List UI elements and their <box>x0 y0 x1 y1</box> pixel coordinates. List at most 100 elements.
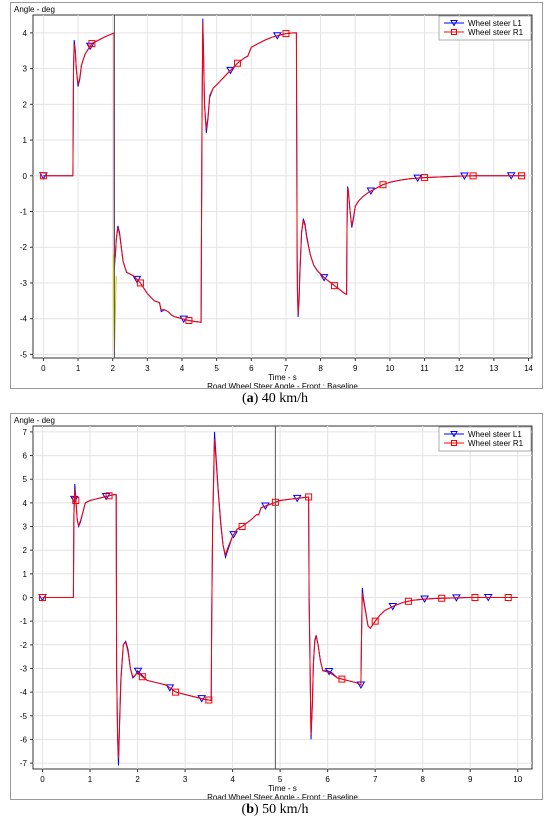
caption-b-letter: b <box>246 802 254 817</box>
x-tick-label: 3 <box>183 775 188 784</box>
y-tick-label: 4 <box>23 499 28 508</box>
series-marker <box>72 497 80 505</box>
caption-b: (b) 50 km/h <box>241 802 309 817</box>
legend-marker <box>450 431 458 438</box>
series-marker <box>421 174 429 182</box>
x-axis-label: Time - s <box>268 784 297 793</box>
legend-entry: Wheel steer L1 <box>468 430 522 439</box>
y-tick-label: -7 <box>20 759 28 768</box>
series-marker <box>165 684 175 692</box>
series-marker <box>238 523 246 531</box>
y-tick-label: -3 <box>20 279 28 288</box>
x-tick-label: 8 <box>420 775 425 784</box>
legend-box <box>438 426 532 452</box>
series-marker <box>205 696 213 704</box>
plot-area <box>32 14 533 359</box>
series-marker <box>366 187 376 195</box>
series-marker <box>172 688 180 696</box>
y-tick-label: -2 <box>20 641 28 650</box>
series-marker <box>388 602 398 611</box>
legend-marker <box>451 440 457 446</box>
y-tick-label: 1 <box>23 136 28 145</box>
series-marker <box>185 316 193 324</box>
legend-marker <box>451 29 457 35</box>
y-tick-label: -5 <box>20 712 28 721</box>
x-tick-label: 0 <box>40 775 45 784</box>
series-marker <box>471 594 479 601</box>
x-tick-label: 10 <box>513 775 522 784</box>
x-tick-label: 6 <box>249 364 254 373</box>
x-axis-label: Time - s <box>268 373 297 382</box>
legend-entry: Wheel steer R1 <box>468 439 524 448</box>
series-marker <box>319 274 329 282</box>
x-tick-label: 7 <box>373 775 378 784</box>
legend-entry: Wheel steer R1 <box>468 28 524 37</box>
caption-b-text: 50 km/h <box>258 802 309 817</box>
series-marker <box>404 597 412 605</box>
x-tick-label: 2 <box>110 364 115 373</box>
series-marker <box>233 59 241 67</box>
series-marker <box>105 492 113 500</box>
x-tick-label: 0 <box>41 364 46 373</box>
series-marker <box>305 493 313 501</box>
series-marker <box>133 667 143 676</box>
y-tick-label: -4 <box>20 315 28 324</box>
y-tick-label: 4 <box>23 29 28 38</box>
series-marker <box>371 617 379 625</box>
y-tick-label: 3 <box>23 65 28 74</box>
y-tick-label: 0 <box>23 172 28 181</box>
y-tick-label: -2 <box>20 243 28 252</box>
legend-entry: Wheel steer L1 <box>468 19 522 28</box>
y-axis-label: Angle - deg <box>14 5 55 14</box>
y-tick-label: 3 <box>23 523 28 532</box>
series-marker <box>39 172 47 180</box>
series-marker <box>330 282 338 290</box>
y-tick-label: 5 <box>23 475 28 484</box>
caption-a-letter: a <box>246 391 254 406</box>
caption-a: (a) 40 km/h <box>241 391 309 406</box>
series-marker <box>226 66 235 75</box>
x-tick-label: 7 <box>284 364 289 373</box>
y-tick-label: -5 <box>20 350 28 359</box>
chart-panel-b: 0 1 2 3 4 5 6 7 8 9 10 -7 -6 -5 -4 -3 -2 -1 0 1 2 3 4 5 6 7 Angle … <box>10 413 543 800</box>
x-tick-label: 4 <box>230 775 235 784</box>
y-tick-label: 2 <box>23 100 28 109</box>
y-tick-label: -1 <box>20 617 28 626</box>
series-marker <box>379 181 387 189</box>
x-tick-label: 11 <box>420 364 429 373</box>
series-marker <box>136 279 144 287</box>
y-tick-label: 1 <box>23 570 28 579</box>
series-marker <box>518 172 526 180</box>
series-marker <box>39 594 47 601</box>
x-tick-label: 9 <box>353 364 358 373</box>
y-tick-label: 6 <box>23 452 28 461</box>
x-tick-label: 1 <box>88 775 93 784</box>
x-tick-label: 4 <box>180 364 185 373</box>
y-tick-label: -6 <box>20 735 28 744</box>
y-tick-label: 2 <box>23 546 28 555</box>
series-marker <box>438 594 446 602</box>
legend-marker <box>450 20 458 27</box>
x-tick-label: 1 <box>76 364 81 373</box>
x-tick-label: 12 <box>455 364 464 373</box>
x-tick-label: 8 <box>318 364 323 373</box>
series-marker <box>229 531 238 539</box>
x-tick-label: 10 <box>385 364 394 373</box>
chart-panel-a: 0 1 2 3 4 5 6 7 8 9 10 11 12 13 14 -5 -4 -3 -2 -1 0 1 2 3 4 Angle… <box>10 2 543 389</box>
x-tick-label: 2 <box>135 775 140 784</box>
chart-subtitle: Road Wheel Steer Angle - Front : Baselin… <box>207 793 358 799</box>
caption-a-text: 40 km/h <box>258 391 309 406</box>
series-marker <box>88 40 96 48</box>
x-tick-label: 5 <box>278 775 283 784</box>
x-tick-label: 6 <box>325 775 330 784</box>
y-tick-label: -3 <box>20 664 28 673</box>
y-tick-label: 7 <box>23 428 28 437</box>
x-tick-label: 5 <box>214 364 219 373</box>
series-marker <box>261 502 270 511</box>
series-marker <box>338 675 346 683</box>
series-line-b-1 <box>42 438 518 759</box>
y-tick-label: -4 <box>20 688 28 697</box>
series-marker <box>138 673 146 681</box>
y-axis-label: Angle - deg <box>14 416 55 425</box>
series-marker <box>504 594 512 601</box>
